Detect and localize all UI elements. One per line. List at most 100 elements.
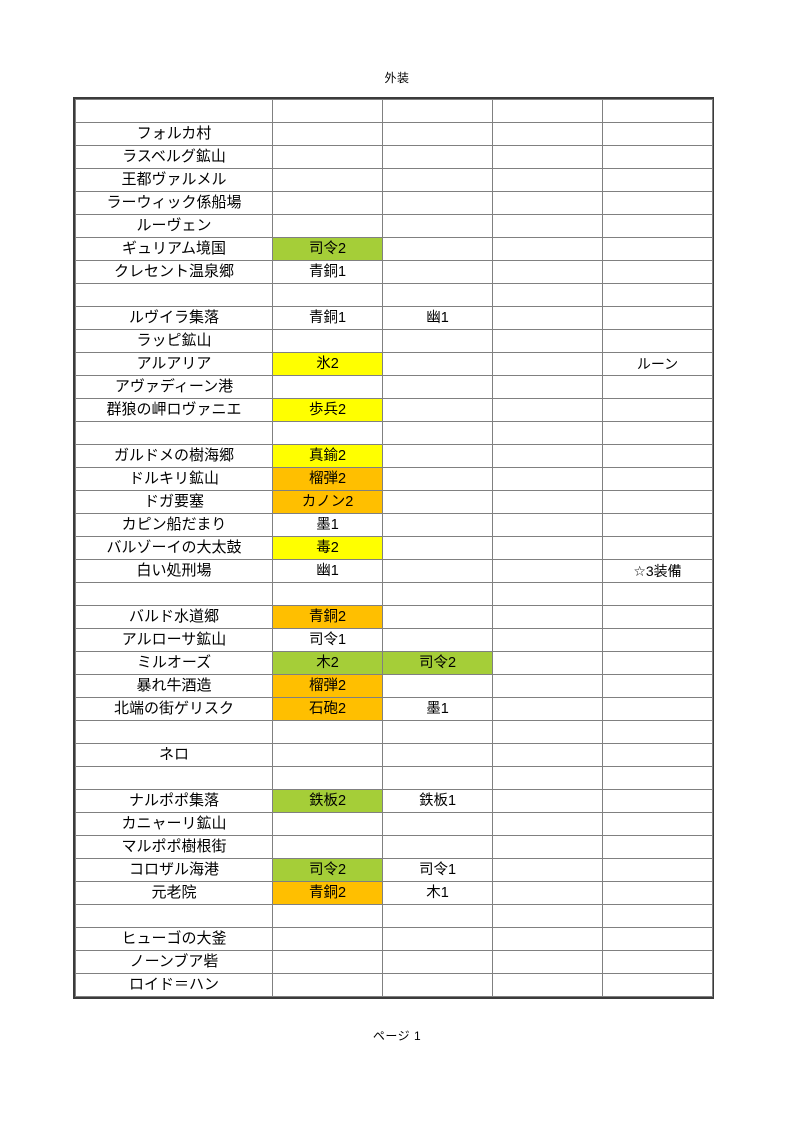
material-cell[interactable]: [382, 904, 493, 928]
location-name-cell[interactable]: ルーヴェン: [75, 214, 273, 238]
material-cell[interactable]: [602, 582, 713, 606]
location-name-cell[interactable]: ギュリアム境国: [75, 237, 273, 261]
material-cell[interactable]: 幽1: [382, 306, 493, 330]
material-cell[interactable]: [492, 973, 603, 997]
material-cell[interactable]: [602, 191, 713, 215]
material-cell[interactable]: [602, 329, 713, 353]
material-cell[interactable]: 真鍮2: [272, 444, 383, 468]
location-name-cell[interactable]: クレセント温泉郷: [75, 260, 273, 284]
material-cell[interactable]: [492, 283, 603, 307]
location-name-cell[interactable]: ナルポポ集落: [75, 789, 273, 813]
material-cell[interactable]: 歩兵2: [272, 398, 383, 422]
material-cell[interactable]: [382, 375, 493, 399]
material-cell[interactable]: 青銅1: [272, 306, 383, 330]
material-cell[interactable]: ルーン: [602, 352, 713, 376]
material-cell[interactable]: [272, 329, 383, 353]
material-cell[interactable]: [382, 283, 493, 307]
material-cell[interactable]: [382, 950, 493, 974]
material-cell[interactable]: 氷2: [272, 352, 383, 376]
material-cell[interactable]: [382, 536, 493, 560]
material-cell[interactable]: [602, 904, 713, 928]
material-cell[interactable]: [382, 720, 493, 744]
material-cell[interactable]: 司令1: [382, 858, 493, 882]
material-cell[interactable]: [272, 766, 383, 790]
material-cell[interactable]: [382, 168, 493, 192]
material-cell[interactable]: [382, 191, 493, 215]
location-name-cell[interactable]: アルローサ鉱山: [75, 628, 273, 652]
material-cell[interactable]: [492, 536, 603, 560]
material-cell[interactable]: [382, 329, 493, 353]
material-cell[interactable]: [382, 122, 493, 146]
material-cell[interactable]: [382, 927, 493, 951]
material-cell[interactable]: [272, 973, 383, 997]
location-name-cell[interactable]: カニャーリ鉱山: [75, 812, 273, 836]
material-cell[interactable]: [492, 306, 603, 330]
location-name-cell[interactable]: [75, 720, 273, 744]
material-cell[interactable]: [602, 237, 713, 261]
material-cell[interactable]: 毒2: [272, 536, 383, 560]
material-cell[interactable]: [602, 927, 713, 951]
material-cell[interactable]: [382, 421, 493, 445]
material-cell[interactable]: [602, 490, 713, 514]
material-cell[interactable]: [602, 789, 713, 813]
material-cell[interactable]: [382, 145, 493, 169]
material-cell[interactable]: 司令1: [272, 628, 383, 652]
material-cell[interactable]: [602, 99, 713, 123]
material-cell[interactable]: [492, 927, 603, 951]
location-name-cell[interactable]: [75, 99, 273, 123]
material-cell[interactable]: [602, 375, 713, 399]
material-cell[interactable]: [382, 766, 493, 790]
material-cell[interactable]: [382, 559, 493, 583]
material-cell[interactable]: カノン2: [272, 490, 383, 514]
material-cell[interactable]: [492, 651, 603, 675]
material-cell[interactable]: [602, 605, 713, 629]
material-cell[interactable]: [272, 145, 383, 169]
material-cell[interactable]: [602, 260, 713, 284]
material-cell[interactable]: [382, 605, 493, 629]
material-cell[interactable]: [492, 881, 603, 905]
material-cell[interactable]: [382, 582, 493, 606]
material-cell[interactable]: 青銅2: [272, 881, 383, 905]
location-name-cell[interactable]: ガルドメの樹海郷: [75, 444, 273, 468]
material-cell[interactable]: 青銅1: [272, 260, 383, 284]
location-name-cell[interactable]: ロイド＝ハン: [75, 973, 273, 997]
material-cell[interactable]: [492, 122, 603, 146]
material-cell[interactable]: [602, 697, 713, 721]
material-cell[interactable]: [602, 950, 713, 974]
material-cell[interactable]: [382, 467, 493, 491]
material-cell[interactable]: 司令2: [272, 237, 383, 261]
location-name-cell[interactable]: 北端の街ゲリスク: [75, 697, 273, 721]
material-cell[interactable]: [382, 237, 493, 261]
material-cell[interactable]: [492, 812, 603, 836]
material-cell[interactable]: 木2: [272, 651, 383, 675]
material-cell[interactable]: [492, 628, 603, 652]
material-cell[interactable]: [382, 444, 493, 468]
location-name-cell[interactable]: アルアリア: [75, 352, 273, 376]
material-cell[interactable]: [382, 99, 493, 123]
material-cell[interactable]: [492, 605, 603, 629]
location-name-cell[interactable]: ラーウィック係船場: [75, 191, 273, 215]
material-cell[interactable]: [492, 214, 603, 238]
location-name-cell[interactable]: カピン船だまり: [75, 513, 273, 537]
material-cell[interactable]: [272, 950, 383, 974]
location-name-cell[interactable]: ルヴイラ集落: [75, 306, 273, 330]
location-name-cell[interactable]: [75, 421, 273, 445]
location-name-cell[interactable]: アヴァディーン港: [75, 375, 273, 399]
material-cell[interactable]: [602, 766, 713, 790]
location-name-cell[interactable]: ネロ: [75, 743, 273, 767]
material-cell[interactable]: [602, 651, 713, 675]
material-cell[interactable]: [382, 743, 493, 767]
location-name-cell[interactable]: 暴れ牛酒造: [75, 674, 273, 698]
location-name-cell[interactable]: ノーンブア砦: [75, 950, 273, 974]
location-name-cell[interactable]: バルド水道郷: [75, 605, 273, 629]
material-cell[interactable]: [382, 835, 493, 859]
material-cell[interactable]: 鉄板1: [382, 789, 493, 813]
material-cell[interactable]: [382, 214, 493, 238]
material-cell[interactable]: [382, 490, 493, 514]
location-name-cell[interactable]: 王都ヴァルメル: [75, 168, 273, 192]
material-cell[interactable]: [272, 743, 383, 767]
material-cell[interactable]: [602, 881, 713, 905]
material-cell[interactable]: [272, 927, 383, 951]
location-name-cell[interactable]: [75, 582, 273, 606]
location-name-cell[interactable]: 群狼の岬ロヴァニエ: [75, 398, 273, 422]
